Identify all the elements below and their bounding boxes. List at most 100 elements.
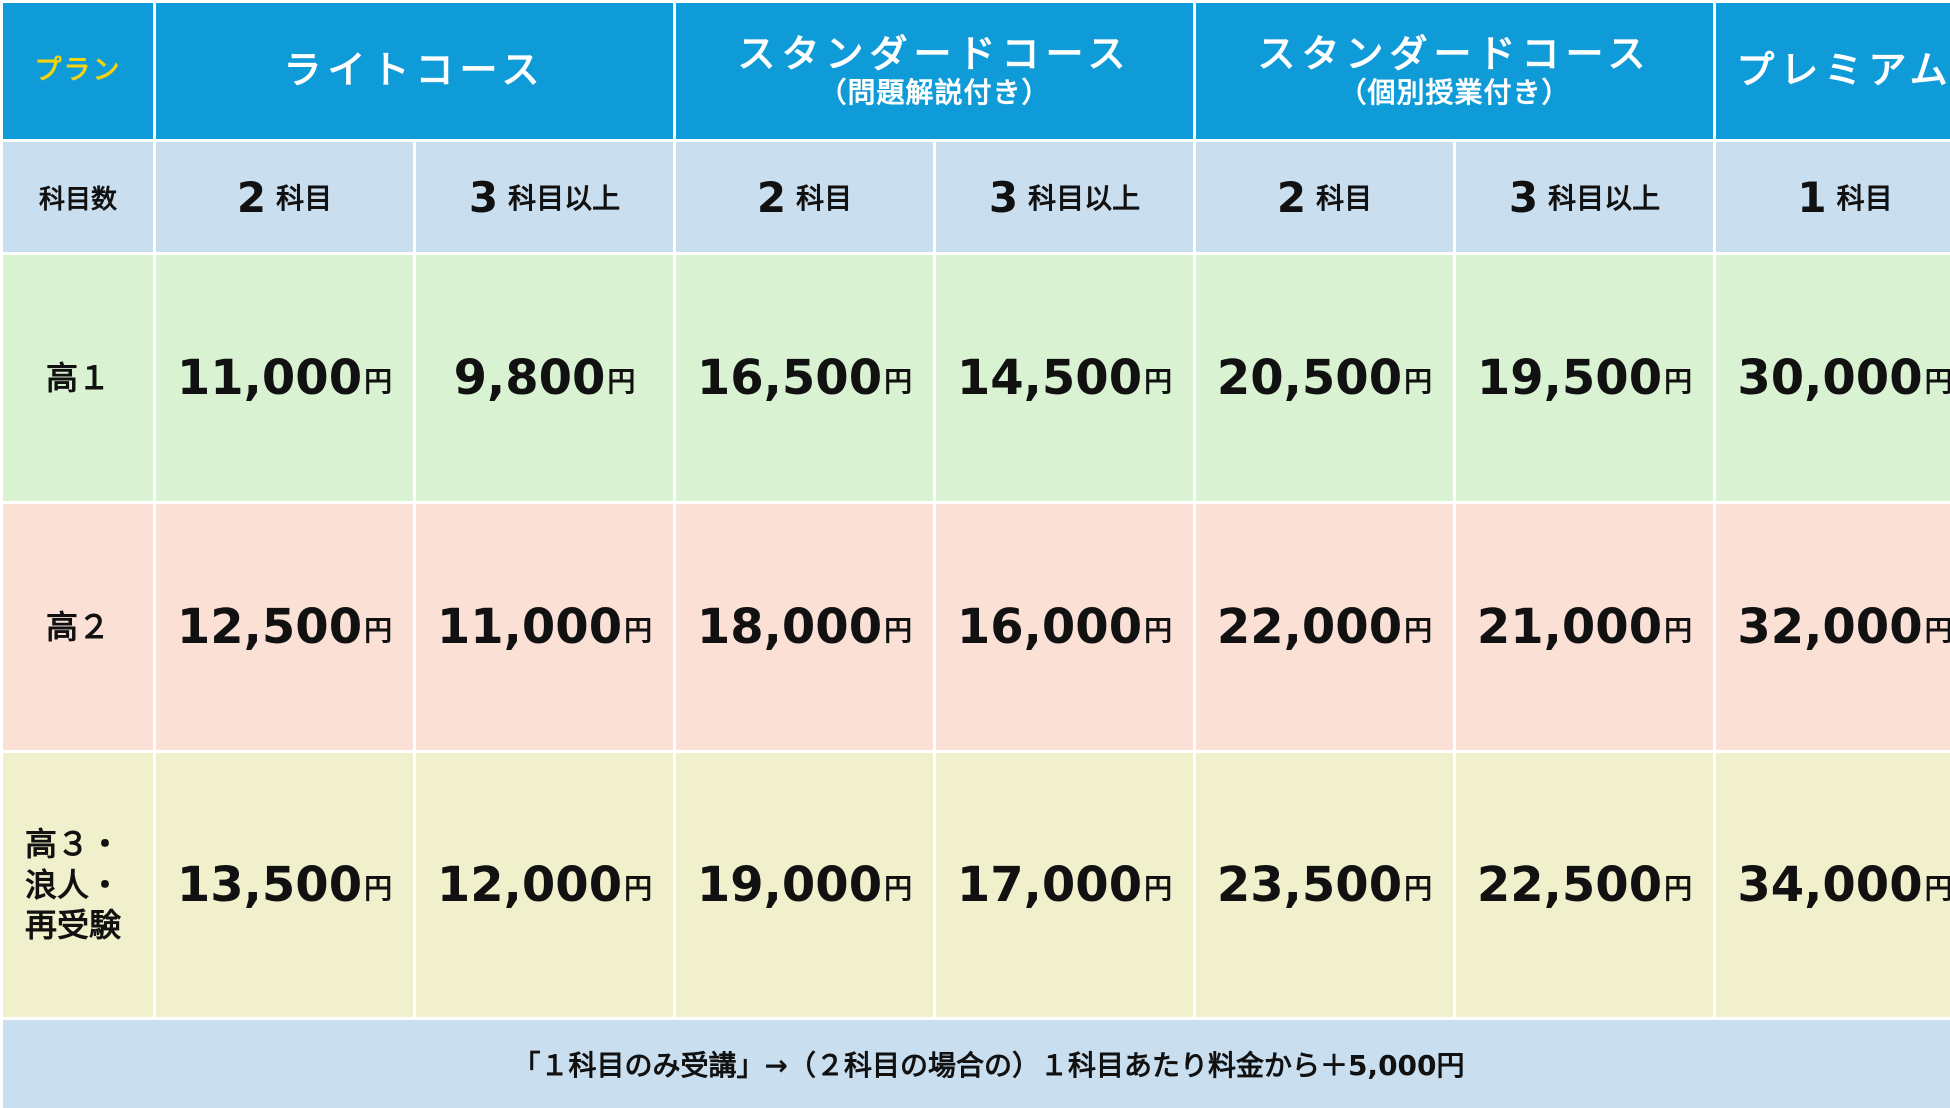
price-value: 16,500 <box>696 350 883 406</box>
yen-unit: 円 <box>884 365 913 398</box>
yen-unit: 円 <box>1404 614 1433 647</box>
subject-count-cell: 3 科目以上 <box>416 142 673 252</box>
yen-unit: 円 <box>624 872 653 905</box>
yen-unit: 円 <box>624 614 653 647</box>
subject-count-number: 3 <box>1508 172 1539 222</box>
price-cell: 16,500 円 <box>676 255 933 501</box>
yen-unit: 円 <box>1664 365 1693 398</box>
price-value: 14,500 <box>956 350 1143 406</box>
price-value: 21,000 <box>1476 599 1663 655</box>
subject-count-cell: 2 科目 <box>156 142 413 252</box>
price-cell: 21,000 円 <box>1456 504 1713 750</box>
yen-unit: 円 <box>1924 872 1950 905</box>
yen-unit: 円 <box>1404 872 1433 905</box>
yen-unit: 円 <box>1144 872 1173 905</box>
yen-unit: 円 <box>1404 365 1433 398</box>
price-value: 23,500 <box>1216 857 1403 913</box>
grade-text-line: 浪人・ <box>25 865 122 904</box>
price-value: 12,500 <box>176 599 363 655</box>
price-value: 11,000 <box>176 350 363 406</box>
subject-count-text: 科目以上 <box>508 182 621 215</box>
subject-count-number: 2 <box>236 172 267 222</box>
subject-count-number: 2 <box>756 172 787 222</box>
subject-count-cell: 1 科目 <box>1716 142 1950 252</box>
yen-unit: 円 <box>884 614 913 647</box>
price-value: 30,000 <box>1737 350 1923 406</box>
price-cell: 14,500 円 <box>936 255 1193 501</box>
yen-unit: 円 <box>1924 614 1950 647</box>
yen-unit: 円 <box>364 614 393 647</box>
yen-unit: 円 <box>884 872 913 905</box>
subject-count-cell: 3 科目以上 <box>936 142 1193 252</box>
price-cell: 32,000 円 <box>1716 504 1950 750</box>
price-value: 16,000 <box>956 599 1143 655</box>
yen-unit: 円 <box>364 365 393 398</box>
price-cell: 17,000 円 <box>936 753 1193 1017</box>
price-value: 34,000 <box>1737 857 1923 913</box>
price-cell: 12,500 円 <box>156 504 413 750</box>
price-cell: 11,000 円 <box>156 255 413 501</box>
subject-count-text: 科目 <box>276 182 333 215</box>
grade-text: 高１ <box>45 358 110 397</box>
footer-note: 「１科目のみ受講」→（２科目の場合の）１科目あたり料金から＋5,000円 <box>3 1020 1950 1108</box>
price-cell: 9,800 円 <box>416 255 673 501</box>
course-subtitle: （個別授業付き） <box>1338 75 1571 109</box>
subject-count-text: 科目以上 <box>1028 182 1141 215</box>
price-value: 17,000 <box>956 857 1143 913</box>
subject-count-text: 科目 <box>796 182 853 215</box>
price-cell: 16,000 円 <box>936 504 1193 750</box>
yen-unit: 円 <box>1664 872 1693 905</box>
price-value: 22,500 <box>1476 857 1663 913</box>
subject-count-number: 3 <box>988 172 1019 222</box>
price-value: 20,500 <box>1216 350 1403 406</box>
course-header-light: ライトコース <box>156 3 673 139</box>
price-value: 18,000 <box>696 599 883 655</box>
price-cell: 19,000 円 <box>676 753 933 1017</box>
yen-unit: 円 <box>1664 614 1693 647</box>
subject-count-number: 2 <box>1276 172 1307 222</box>
subject-count-cell: 2 科目 <box>1196 142 1453 252</box>
plan-header-label: プラン <box>3 3 153 139</box>
price-cell: 20,500 円 <box>1196 255 1453 501</box>
price-value: 12,000 <box>436 857 623 913</box>
course-title: スタンダードコース <box>1257 32 1652 77</box>
yen-unit: 円 <box>607 365 636 398</box>
yen-unit: 円 <box>1144 614 1173 647</box>
price-cell: 22,500 円 <box>1456 753 1713 1017</box>
price-cell: 30,000 円 <box>1716 255 1950 501</box>
price-value: 22,000 <box>1216 599 1403 655</box>
price-cell: 19,500 円 <box>1456 255 1713 501</box>
course-header-standard-explanation: スタンダードコース （問題解説付き） <box>676 3 1193 139</box>
course-subtitle: （問題解説付き） <box>818 75 1051 109</box>
yen-unit: 円 <box>1144 365 1173 398</box>
course-title: スタンダードコース <box>737 32 1132 77</box>
price-cell: 34,000 円 <box>1716 753 1950 1017</box>
price-value: 19,500 <box>1476 350 1663 406</box>
course-title: プレミアム <box>1736 48 1950 93</box>
grade-label-2: 高２ <box>3 504 153 750</box>
grade-label-1: 高１ <box>3 255 153 501</box>
yen-unit: 円 <box>364 872 393 905</box>
grade-text: 高２ <box>45 607 110 646</box>
grade-label-3: 高３・ 浪人・ 再受験 <box>3 753 153 1017</box>
subject-count-number: 1 <box>1797 172 1827 222</box>
price-cell: 12,000 円 <box>416 753 673 1017</box>
subject-count-text: 科目 <box>1316 182 1373 215</box>
course-title: ライトコース <box>283 48 546 93</box>
price-cell: 11,000 円 <box>416 504 673 750</box>
price-cell: 13,500 円 <box>156 753 413 1017</box>
course-header-premium: プレミアム <box>1716 3 1950 139</box>
grade-text-line: 再受験 <box>25 906 122 945</box>
course-header-standard-individual: スタンダードコース （個別授業付き） <box>1196 3 1713 139</box>
subject-count-number: 3 <box>468 172 499 222</box>
grade-text-line: 高３・ <box>25 824 122 863</box>
yen-unit: 円 <box>1924 365 1950 398</box>
subject-count-cell: 3 科目以上 <box>1456 142 1713 252</box>
price-value: 32,000 <box>1737 599 1923 655</box>
price-value: 13,500 <box>176 857 363 913</box>
subject-count-text: 科目 <box>1836 182 1893 215</box>
price-cell: 23,500 円 <box>1196 753 1453 1017</box>
subject-count-cell: 2 科目 <box>676 142 933 252</box>
price-value: 11,000 <box>436 599 623 655</box>
